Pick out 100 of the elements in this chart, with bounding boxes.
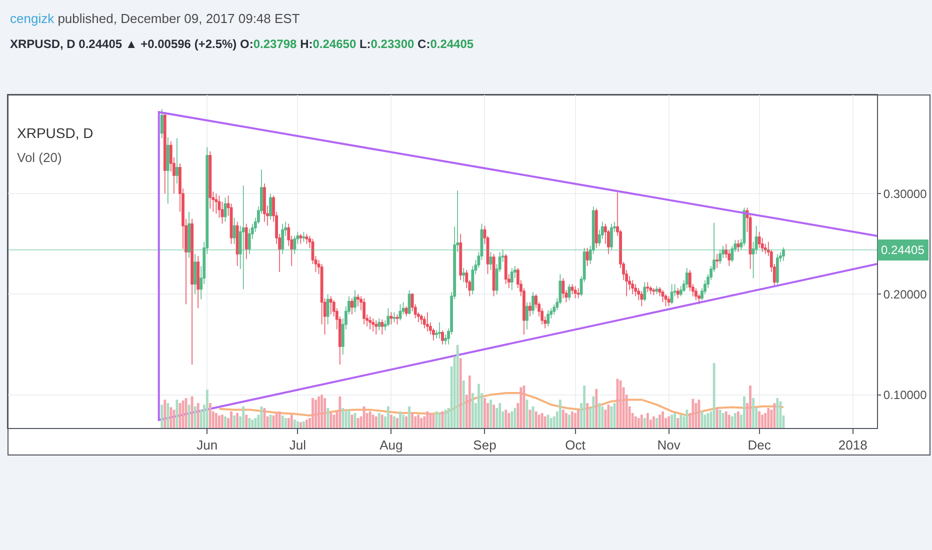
bar [275,413,278,428]
bar [544,416,546,428]
chart-title: Vol (20) [17,150,62,165]
bar [662,411,664,428]
bar [188,404,190,428]
bar [749,386,752,428]
bar [595,388,598,428]
chart-subtitle: XRPUSD, D 0.24405 ▲ +0.00596 (+2.5%) O:0.23798 H:0.24650 L:0.23300 C:0.24405 [10,37,474,51]
bar [408,406,411,428]
y-tick-label: 0.30000 [883,186,928,201]
bar [510,411,514,428]
bar [598,403,601,428]
bar [236,413,239,428]
bar [728,414,730,428]
candlestick [281,223,284,254]
candlestick [263,183,266,222]
bar [471,393,474,428]
bar [214,413,218,428]
candlestick [368,316,372,330]
bar [558,400,562,428]
bar [722,413,724,428]
bar [284,418,287,428]
bar [386,406,390,428]
bar [734,413,736,428]
bar [674,413,676,428]
bar [504,410,508,428]
bar [520,387,522,428]
bar [658,414,661,428]
bar [254,418,257,428]
candlestick [374,320,378,335]
bar [490,400,492,428]
candlestick [214,193,218,214]
bar [459,358,462,428]
candlestick [420,314,423,325]
candlestick [166,136,170,204]
candlestick [718,250,722,264]
bar [290,414,293,428]
candlestick [526,302,528,330]
bar [332,414,336,428]
bar [196,403,200,428]
candlestick [594,208,598,248]
candlestick [462,268,466,283]
bar [338,396,342,428]
bar [405,416,408,428]
bar [468,376,471,428]
candlestick [776,254,779,285]
candlestick [242,185,245,290]
x-tick-label: Jun [196,438,218,453]
bar [378,413,380,428]
y-tick-label: 0.10000 [883,388,928,402]
candlestick [643,282,646,302]
bar [306,420,308,428]
bar [730,416,734,428]
bar [251,420,254,428]
bar [420,418,423,428]
bar [299,422,302,428]
chart-title: cengizk published, December 09, 2017 09:48 EST [10,11,300,26]
candlestick [386,308,390,327]
candlestick [269,193,272,220]
bar [462,380,465,428]
candlestick [380,318,384,335]
candlestick [163,112,166,194]
bar [592,396,595,428]
candlestick [694,288,698,301]
bar [779,401,782,428]
candlestick [293,235,296,254]
candlestick [176,138,178,184]
candlestick [631,280,634,295]
bar [429,413,432,428]
candlestick [302,231,306,242]
x-tick-label: Dec [748,438,772,453]
bar [324,398,326,428]
bar [568,414,570,428]
bar [498,403,502,428]
candlestick [438,322,441,339]
bar [342,408,344,428]
bar [206,390,208,428]
bar [318,396,320,428]
candlestick [194,254,197,295]
bar [484,398,486,428]
candlestick [248,228,251,254]
bar [538,414,540,428]
candlestick [532,292,534,315]
x-tick-label: Oct [565,438,586,453]
bar [399,411,402,428]
bar [643,418,646,428]
bar [372,414,374,428]
bar [574,413,576,428]
bar [668,416,670,428]
bar [402,414,404,428]
bar [233,416,236,428]
bar [245,414,248,428]
candlestick [329,296,332,315]
bar [302,421,305,428]
bar [634,416,637,428]
bar [281,416,284,428]
bar [724,411,728,428]
candlestick [782,247,785,262]
bar [426,411,429,428]
candlestick [667,296,670,307]
